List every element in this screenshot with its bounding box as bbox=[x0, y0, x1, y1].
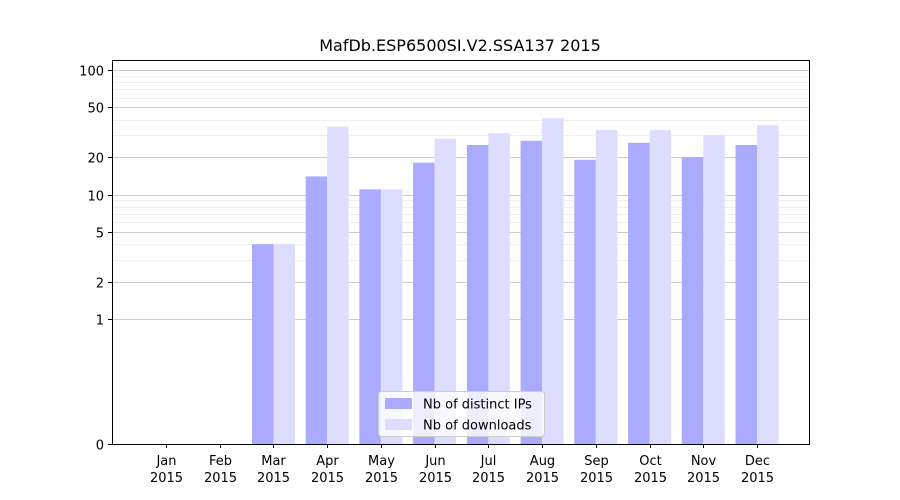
bar-downloads bbox=[434, 138, 457, 445]
y-tick-label: 2 bbox=[96, 277, 104, 292]
x-tick-year: 2015 bbox=[580, 471, 613, 486]
x-tick-year: 2015 bbox=[365, 471, 398, 486]
x-tick-year: 2015 bbox=[687, 471, 720, 486]
bar-downloads bbox=[649, 129, 672, 444]
y-tick-label: 1 bbox=[96, 314, 104, 329]
y-axis: 0 1 2 5 10 20 50 100 bbox=[79, 65, 112, 454]
bar-downloads bbox=[327, 126, 349, 444]
y-tick-label: 50 bbox=[87, 102, 104, 117]
bar-downloads bbox=[757, 125, 779, 444]
x-tick-year: 2015 bbox=[634, 471, 667, 486]
bar-distinct-ips bbox=[735, 145, 757, 444]
bar-downloads bbox=[273, 244, 295, 444]
x-tick-year: 2015 bbox=[526, 471, 559, 486]
legend-box bbox=[378, 391, 545, 437]
plot-frame bbox=[112, 60, 810, 445]
bar-distinct-ips bbox=[628, 142, 650, 445]
x-axis: Jan 2015 Feb 2015 Mar 2015 Apr 2015 May 2015 Jun 20… bbox=[150, 444, 774, 486]
y-tick-label: 0 bbox=[96, 439, 104, 454]
x-tick-month: Jun bbox=[424, 454, 445, 469]
x-tick-month: Nov bbox=[691, 454, 717, 469]
x-tick-month: Feb bbox=[209, 454, 232, 469]
bar-downloads bbox=[380, 189, 403, 444]
legend-swatch bbox=[385, 419, 412, 430]
bar-distinct-ips bbox=[466, 145, 489, 444]
bar-distinct-ips bbox=[681, 157, 704, 444]
x-tick-month: Oct bbox=[639, 454, 661, 469]
x-tick-month: Aug bbox=[530, 454, 555, 469]
x-tick-month: May bbox=[368, 454, 395, 469]
x-tick-year: 2015 bbox=[204, 471, 237, 486]
legend: Nb of distinct IPs Nb of downloads bbox=[378, 391, 545, 437]
x-tick-year: 2015 bbox=[472, 471, 505, 486]
y-tick-label: 10 bbox=[87, 190, 104, 205]
x-tick-month: Mar bbox=[261, 454, 286, 469]
bar-distinct-ips bbox=[413, 162, 435, 444]
legend-label: Nb of downloads bbox=[423, 419, 532, 434]
bar-distinct-ips bbox=[520, 140, 543, 445]
x-tick-year: 2015 bbox=[311, 471, 344, 486]
x-tick-month: Jan bbox=[155, 454, 176, 469]
x-tick-month: Apr bbox=[316, 454, 339, 469]
bar-distinct-ips bbox=[305, 176, 328, 444]
bar-downloads bbox=[703, 135, 725, 444]
x-tick-year: 2015 bbox=[150, 471, 183, 486]
bars-layer bbox=[252, 118, 779, 445]
y-tick-label: 5 bbox=[96, 227, 104, 242]
legend-label: Nb of distinct IPs bbox=[423, 398, 532, 413]
bar-downloads bbox=[595, 129, 618, 444]
bar-downloads bbox=[488, 133, 510, 445]
y-tick-label: 20 bbox=[87, 152, 104, 167]
x-tick-year: 2015 bbox=[741, 471, 774, 486]
x-tick-month: Sep bbox=[584, 454, 609, 469]
y-tick-label: 100 bbox=[79, 65, 104, 80]
x-tick-year: 2015 bbox=[257, 471, 290, 486]
bar-distinct-ips bbox=[252, 244, 274, 444]
x-tick-month: Dec bbox=[745, 454, 770, 469]
x-tick-month: Jul bbox=[480, 454, 497, 469]
bar-distinct-ips bbox=[574, 159, 596, 445]
x-tick-year: 2015 bbox=[419, 471, 452, 486]
bar-downloads bbox=[542, 118, 564, 444]
legend-swatch bbox=[385, 398, 412, 409]
bar-distinct-ips bbox=[359, 189, 381, 444]
chart-title: MafDb.ESP6500SI.V2.SSA137 2015 bbox=[319, 36, 601, 55]
